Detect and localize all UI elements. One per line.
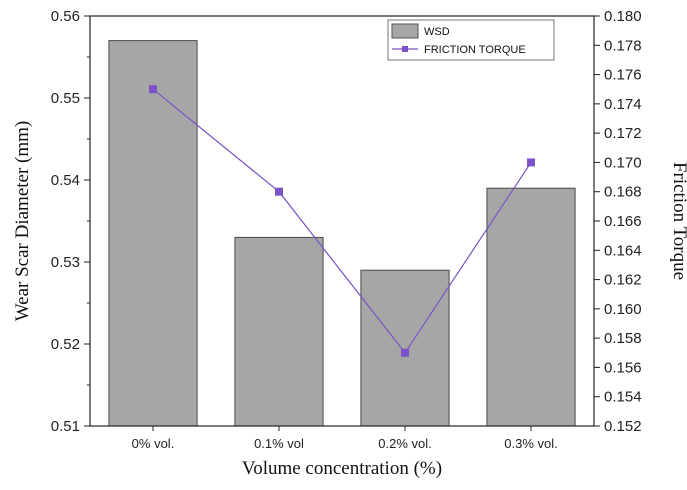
left-tick-label: 0.53 — [51, 254, 80, 271]
legend-wsd-swatch — [391, 23, 419, 39]
right-tick-label: 0.176 — [604, 67, 642, 84]
bar-4 — [486, 187, 576, 427]
legend-friction-torque-marker — [402, 46, 408, 52]
left-tick-label: 0.55 — [51, 90, 80, 107]
left-tick-label: 0.52 — [51, 336, 80, 353]
bar-3 — [360, 269, 450, 427]
bar-series-wsd — [108, 40, 576, 427]
right-tick-label: 0.178 — [604, 37, 642, 54]
friction-torque-point-4 — [527, 158, 535, 167]
bar-1 — [108, 40, 198, 427]
right-tick-label: 0.156 — [604, 359, 642, 376]
x-tick-label: 0.2% vol. — [378, 436, 431, 451]
right-tick-label: 0.152 — [604, 418, 642, 435]
left-axis: 0.51 0.52 0.53 0.54 0.55 0.56 — [51, 8, 90, 435]
legend: WSD FRICTION TORQUE — [387, 19, 555, 61]
right-tick-label: 0.168 — [604, 184, 642, 201]
left-tick-label: 0.54 — [51, 172, 80, 189]
friction-torque-point-2 — [275, 187, 283, 196]
right-tick-label: 0.158 — [604, 330, 642, 347]
right-tick-label: 0.170 — [604, 154, 642, 171]
right-tick-label: 0.162 — [604, 272, 642, 289]
friction-torque-point-1 — [149, 85, 157, 94]
right-tick-label: 0.172 — [604, 125, 642, 142]
right-tick-label: 0.174 — [604, 96, 642, 113]
friction-torque-point-3 — [401, 348, 409, 357]
right-axis: 0.152 0.154 0.156 0.158 0.160 0.162 0.164 0.166… — [594, 8, 642, 435]
line-series-friction-torque — [149, 85, 535, 357]
right-tick-label: 0.166 — [604, 213, 642, 230]
friction-torque-line — [152, 88, 532, 354]
left-tick-label: 0.56 — [51, 8, 80, 25]
right-tick-label: 0.154 — [604, 389, 642, 406]
x-axis: 0% vol. 0.1% vol 0.2% vol. 0.3% vol. — [132, 426, 558, 451]
right-tick-label: 0.180 — [604, 8, 642, 25]
left-tick-label: 0.51 — [51, 418, 80, 435]
right-tick-label: 0.164 — [604, 242, 642, 259]
left-axis-title: Wear Scar Diameter (mm) — [12, 121, 33, 322]
x-axis-title: Volume concentration (%) — [242, 458, 442, 479]
x-tick-label: 0% vol. — [132, 436, 175, 451]
legend-wsd-label: WSD — [424, 26, 450, 38]
x-tick-label: 0.1% vol — [254, 436, 304, 451]
legend-friction-torque-label: FRICTION TORQUE — [424, 44, 526, 56]
bar-2 — [234, 236, 324, 427]
right-tick-label: 0.160 — [604, 301, 642, 318]
right-axis-title: Friction Torque — [669, 162, 687, 280]
x-tick-label: 0.3% vol. — [504, 436, 557, 451]
